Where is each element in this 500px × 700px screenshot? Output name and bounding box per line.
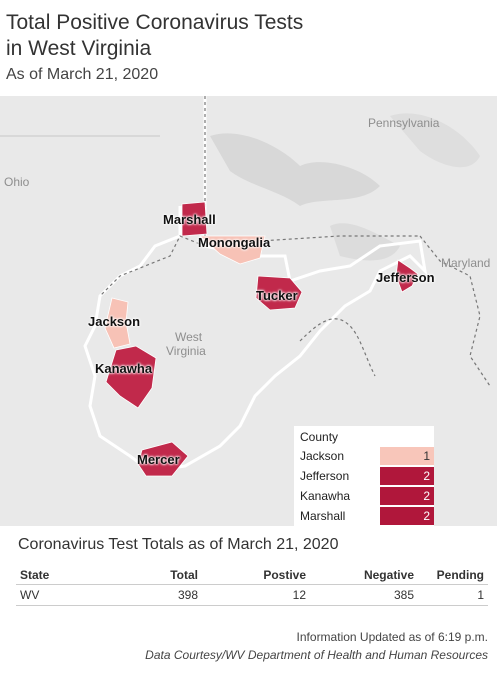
title-line-2: in West Virginia xyxy=(6,37,152,60)
update-note: Information Updated as of 6:19 p.m. xyxy=(296,630,488,644)
header-negative: Negative xyxy=(310,566,418,585)
table-row: WV 398 12 385 1 xyxy=(16,584,488,606)
county-label-monongalia: Monongalia xyxy=(198,235,271,250)
header-total: Total xyxy=(124,566,202,585)
terrain-shading xyxy=(390,113,480,168)
legend-row: Jackson 1 xyxy=(294,446,434,466)
totals-title: Coronavirus Test Totals as of March 21, … xyxy=(18,536,339,553)
header-state: State xyxy=(16,566,124,585)
totals-table: State Total Postive Negative Pending WV … xyxy=(16,566,488,606)
cell-pending: 1 xyxy=(418,584,488,606)
legend-row: Marshall 2 xyxy=(294,506,434,526)
county-label-mercer: Mercer xyxy=(137,452,180,467)
page-title: Total Positive Coronavirus Tests in West… xyxy=(6,10,303,62)
data-courtesy: Data Courtesy/WV Department of Health an… xyxy=(145,648,488,662)
legend-county-count: 2 xyxy=(380,467,434,485)
county-jefferson[interactable] xyxy=(395,259,419,293)
label-pennsylvania: Pennsylvania xyxy=(368,116,440,130)
county-label-marshall: Marshall xyxy=(163,212,216,227)
county-legend: County Jackson 1 Jefferson 2 Kanawha 2 Marshal… xyxy=(294,426,434,526)
county-mercer[interactable] xyxy=(137,441,189,477)
header-pending: Pending xyxy=(418,566,488,585)
county-label-jackson: Jackson xyxy=(88,314,141,329)
legend-row: Jefferson 2 xyxy=(294,466,434,486)
state-boundary-dashed xyxy=(299,318,376,377)
county-tucker[interactable] xyxy=(255,275,303,311)
terrain-shading xyxy=(210,133,380,206)
header-positive: Postive xyxy=(202,566,310,585)
county-jackson[interactable] xyxy=(104,297,131,349)
state-border xyxy=(83,96,428,473)
state-boundary-dashed xyxy=(419,235,491,387)
legend-county-count: 1 xyxy=(380,447,434,465)
wv-map[interactable]: Pennsylvania Ohio Maryland West Virginia… xyxy=(0,96,497,526)
legend-county-name: Marshall xyxy=(300,509,346,523)
county-marshall[interactable] xyxy=(181,201,208,237)
county-label-tucker: Tucker xyxy=(256,288,298,303)
state-boundary-dashed xyxy=(99,235,206,297)
label-ohio: Ohio xyxy=(4,175,30,189)
label-west: West xyxy=(175,330,203,344)
legend-row: Kanawha 2 xyxy=(294,486,434,506)
cell-total: 398 xyxy=(124,584,202,606)
legend-county-count: 2 xyxy=(380,487,434,505)
county-monongalia[interactable] xyxy=(198,235,266,265)
legend-county-name: Jefferson xyxy=(300,469,350,483)
cell-positive: 12 xyxy=(202,584,310,606)
county-label-kanawha: Kanawha xyxy=(95,361,153,376)
legend-header: County xyxy=(300,430,339,444)
map-canvas xyxy=(0,96,491,477)
cell-negative: 385 xyxy=(310,584,418,606)
title-line-1: Total Positive Coronavirus Tests xyxy=(6,11,304,34)
cell-state: WV xyxy=(16,584,124,606)
totals-header-row: State Total Postive Negative Pending xyxy=(16,566,488,585)
legend-county-count: 2 xyxy=(380,507,434,525)
legend-county-name: Jackson xyxy=(300,449,345,463)
label-virginia: Virginia xyxy=(166,344,206,358)
county-kanawha[interactable] xyxy=(105,345,157,409)
county-label-jefferson: Jefferson xyxy=(376,270,435,285)
terrain-shading xyxy=(330,223,400,261)
page-subtitle: As of March 21, 2020 xyxy=(6,66,159,83)
legend-county-name: Kanawha xyxy=(300,489,351,503)
label-maryland: Maryland xyxy=(441,256,491,270)
